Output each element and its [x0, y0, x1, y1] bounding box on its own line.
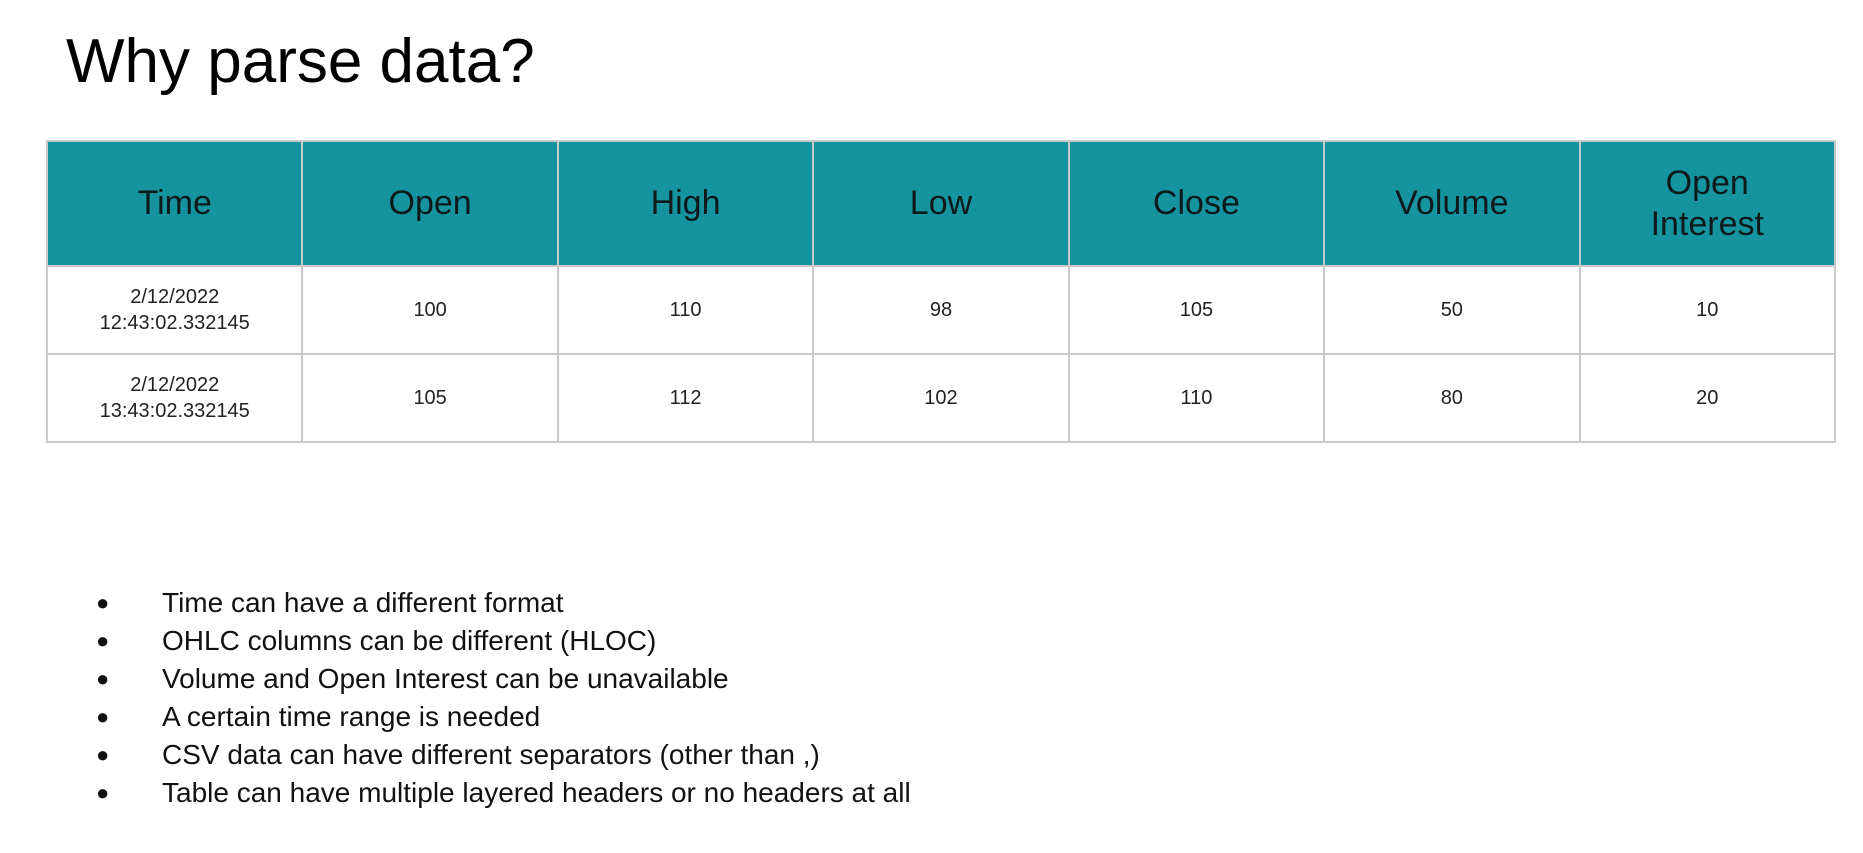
header-time: Time	[45, 140, 304, 267]
cell-time-date: 2/12/2022	[130, 286, 220, 308]
header-open-interest: Open Interest	[1578, 140, 1837, 267]
bullet-dot-icon: ●	[96, 742, 110, 767]
table-body: 2/12/2022 12:43:02.332145 100 110 98 105…	[45, 265, 1837, 443]
bullet-dot-icon: ●	[96, 704, 110, 729]
table-row: 2/12/2022 13:43:02.332145 105 112 102 11…	[45, 353, 1837, 443]
header-volume: Volume	[1323, 140, 1581, 267]
bullet-dot-icon: ●	[96, 590, 110, 615]
bullet-text: OHLC columns can be different (HLOC)	[162, 625, 657, 656]
header-open-interest-label: Open Interest	[1650, 163, 1764, 243]
cell-open: 100	[301, 265, 559, 355]
cell-time: 2/12/2022 13:43:02.332145	[45, 353, 304, 443]
cell-close: 105	[1067, 265, 1326, 355]
cell-open-interest: 10	[1578, 265, 1837, 355]
bullet-text: CSV data can have different separators (…	[162, 739, 820, 770]
bullet-dot-icon: ●	[96, 628, 110, 653]
cell-high: 112	[556, 353, 815, 443]
cell-low: 98	[812, 265, 1070, 355]
header-open: Open	[301, 140, 559, 267]
header-low: Low	[812, 140, 1070, 267]
table-row: 2/12/2022 12:43:02.332145 100 110 98 105…	[45, 265, 1837, 355]
cell-open-interest: 20	[1578, 353, 1837, 443]
bullet-text: Time can have a different format	[162, 587, 564, 618]
cell-volume: 50	[1323, 265, 1581, 355]
cell-time: 2/12/2022 12:43:02.332145	[45, 265, 304, 355]
cell-high: 110	[556, 265, 815, 355]
bullet-text: A certain time range is needed	[162, 701, 541, 732]
table-header: Time Open High Low Close Volume Open Int…	[45, 140, 1837, 267]
cell-time-date: 2/12/2022	[130, 374, 220, 396]
bullet-dot-icon: ●	[96, 780, 110, 805]
slide-title: Why parse data?	[66, 27, 535, 96]
bullet-dot-icon: ●	[96, 666, 110, 691]
bullet-text: Table can have multiple layered headers …	[162, 777, 911, 808]
cell-time-clock: 12:43:02.332145	[99, 312, 250, 334]
header-high: High	[556, 140, 815, 267]
cell-time-clock: 13:43:02.332145	[99, 400, 250, 422]
cell-open: 105	[301, 353, 559, 443]
cell-close: 110	[1067, 353, 1326, 443]
cell-low: 102	[812, 353, 1070, 443]
ohlc-table: Time Open High Low Close Volume Open Int…	[45, 140, 1837, 443]
cell-volume: 80	[1323, 353, 1581, 443]
header-row: Time Open High Low Close Volume Open Int…	[45, 140, 1837, 267]
header-close: Close	[1067, 140, 1326, 267]
bullet-text: Volume and Open Interest can be unavaila…	[162, 663, 729, 694]
